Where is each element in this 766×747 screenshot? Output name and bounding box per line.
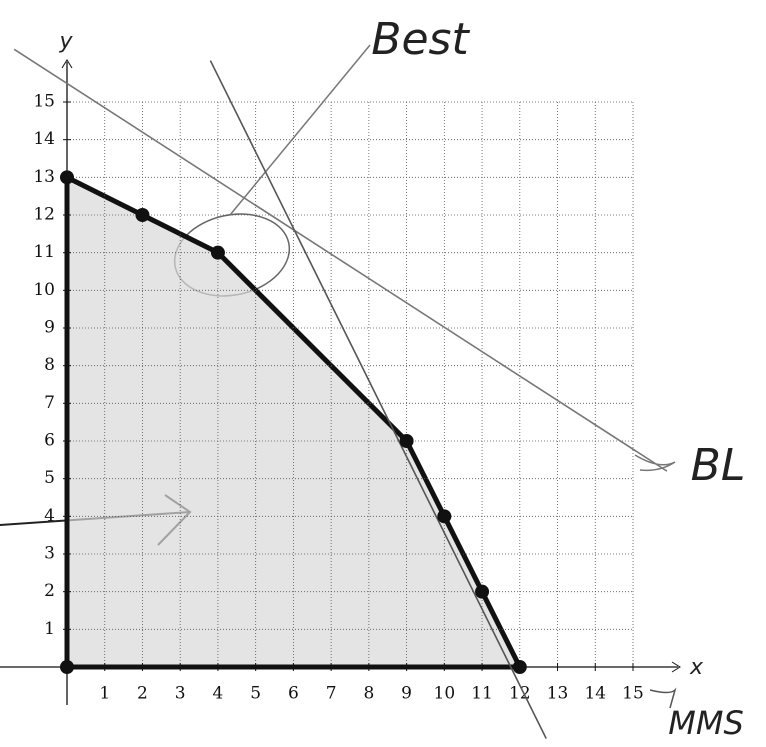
point: [437, 509, 452, 524]
bl-label: BL: [691, 440, 746, 491]
x-tick-label: 4: [213, 684, 224, 704]
x-tick-label: 7: [326, 684, 337, 704]
y-tick-label: 3: [44, 544, 55, 564]
point: [210, 245, 225, 260]
x-tick-label: 12: [509, 684, 531, 704]
y-tick-label: 1: [44, 619, 55, 639]
x-tick-label: 11: [471, 684, 493, 704]
y-tick-label: 10: [33, 280, 55, 300]
x-tick-label: 8: [363, 684, 374, 704]
x-tick-label: 15: [622, 684, 644, 704]
x-tick-label: 14: [584, 684, 606, 704]
y-tick-label: 7: [44, 393, 55, 413]
y-tick-label: 13: [33, 167, 55, 187]
y-tick-label: 8: [44, 355, 55, 375]
y-tick-label: 11: [33, 242, 55, 262]
feasible-region: [64, 174, 523, 670]
mms-label: MMS: [668, 704, 744, 742]
point: [475, 584, 490, 599]
y-tick-label: 5: [44, 468, 55, 488]
y-tick-label: 12: [33, 205, 55, 225]
x-tick-label: 13: [547, 684, 569, 704]
x-tick-label: 1: [99, 684, 110, 704]
point: [135, 208, 150, 222]
point: [399, 434, 414, 448]
best-annotation: Best: [371, 14, 470, 65]
y-tick-label: 2: [44, 581, 55, 601]
y-tick-label: 15: [33, 92, 55, 112]
y-tick-label: 9: [44, 318, 55, 338]
y-tick-label: 4: [44, 506, 55, 526]
x-tick-label: 3: [175, 684, 186, 704]
x-tick-label: 6: [288, 684, 299, 704]
bl-hook: [634, 454, 676, 472]
x-tick-label: 10: [434, 684, 456, 704]
x-tick-label: 2: [137, 684, 148, 704]
y-tick-label: 6: [44, 431, 55, 451]
x-tick-label: 5: [250, 684, 261, 704]
y-tick-label: 14: [33, 129, 55, 149]
mms-hook: [649, 687, 677, 709]
point: [60, 660, 74, 674]
y-axis-label: y: [58, 29, 73, 54]
series-line: [13, 48, 668, 472]
point: [512, 660, 527, 674]
y-axis-arrow: [61, 59, 73, 69]
point: [60, 170, 74, 185]
series-line: [209, 60, 547, 739]
best-leader: [229, 44, 371, 216]
x-axis-label: x: [689, 655, 704, 680]
x-axis-arrow: [671, 661, 681, 673]
x-tick-label: 9: [401, 684, 412, 704]
